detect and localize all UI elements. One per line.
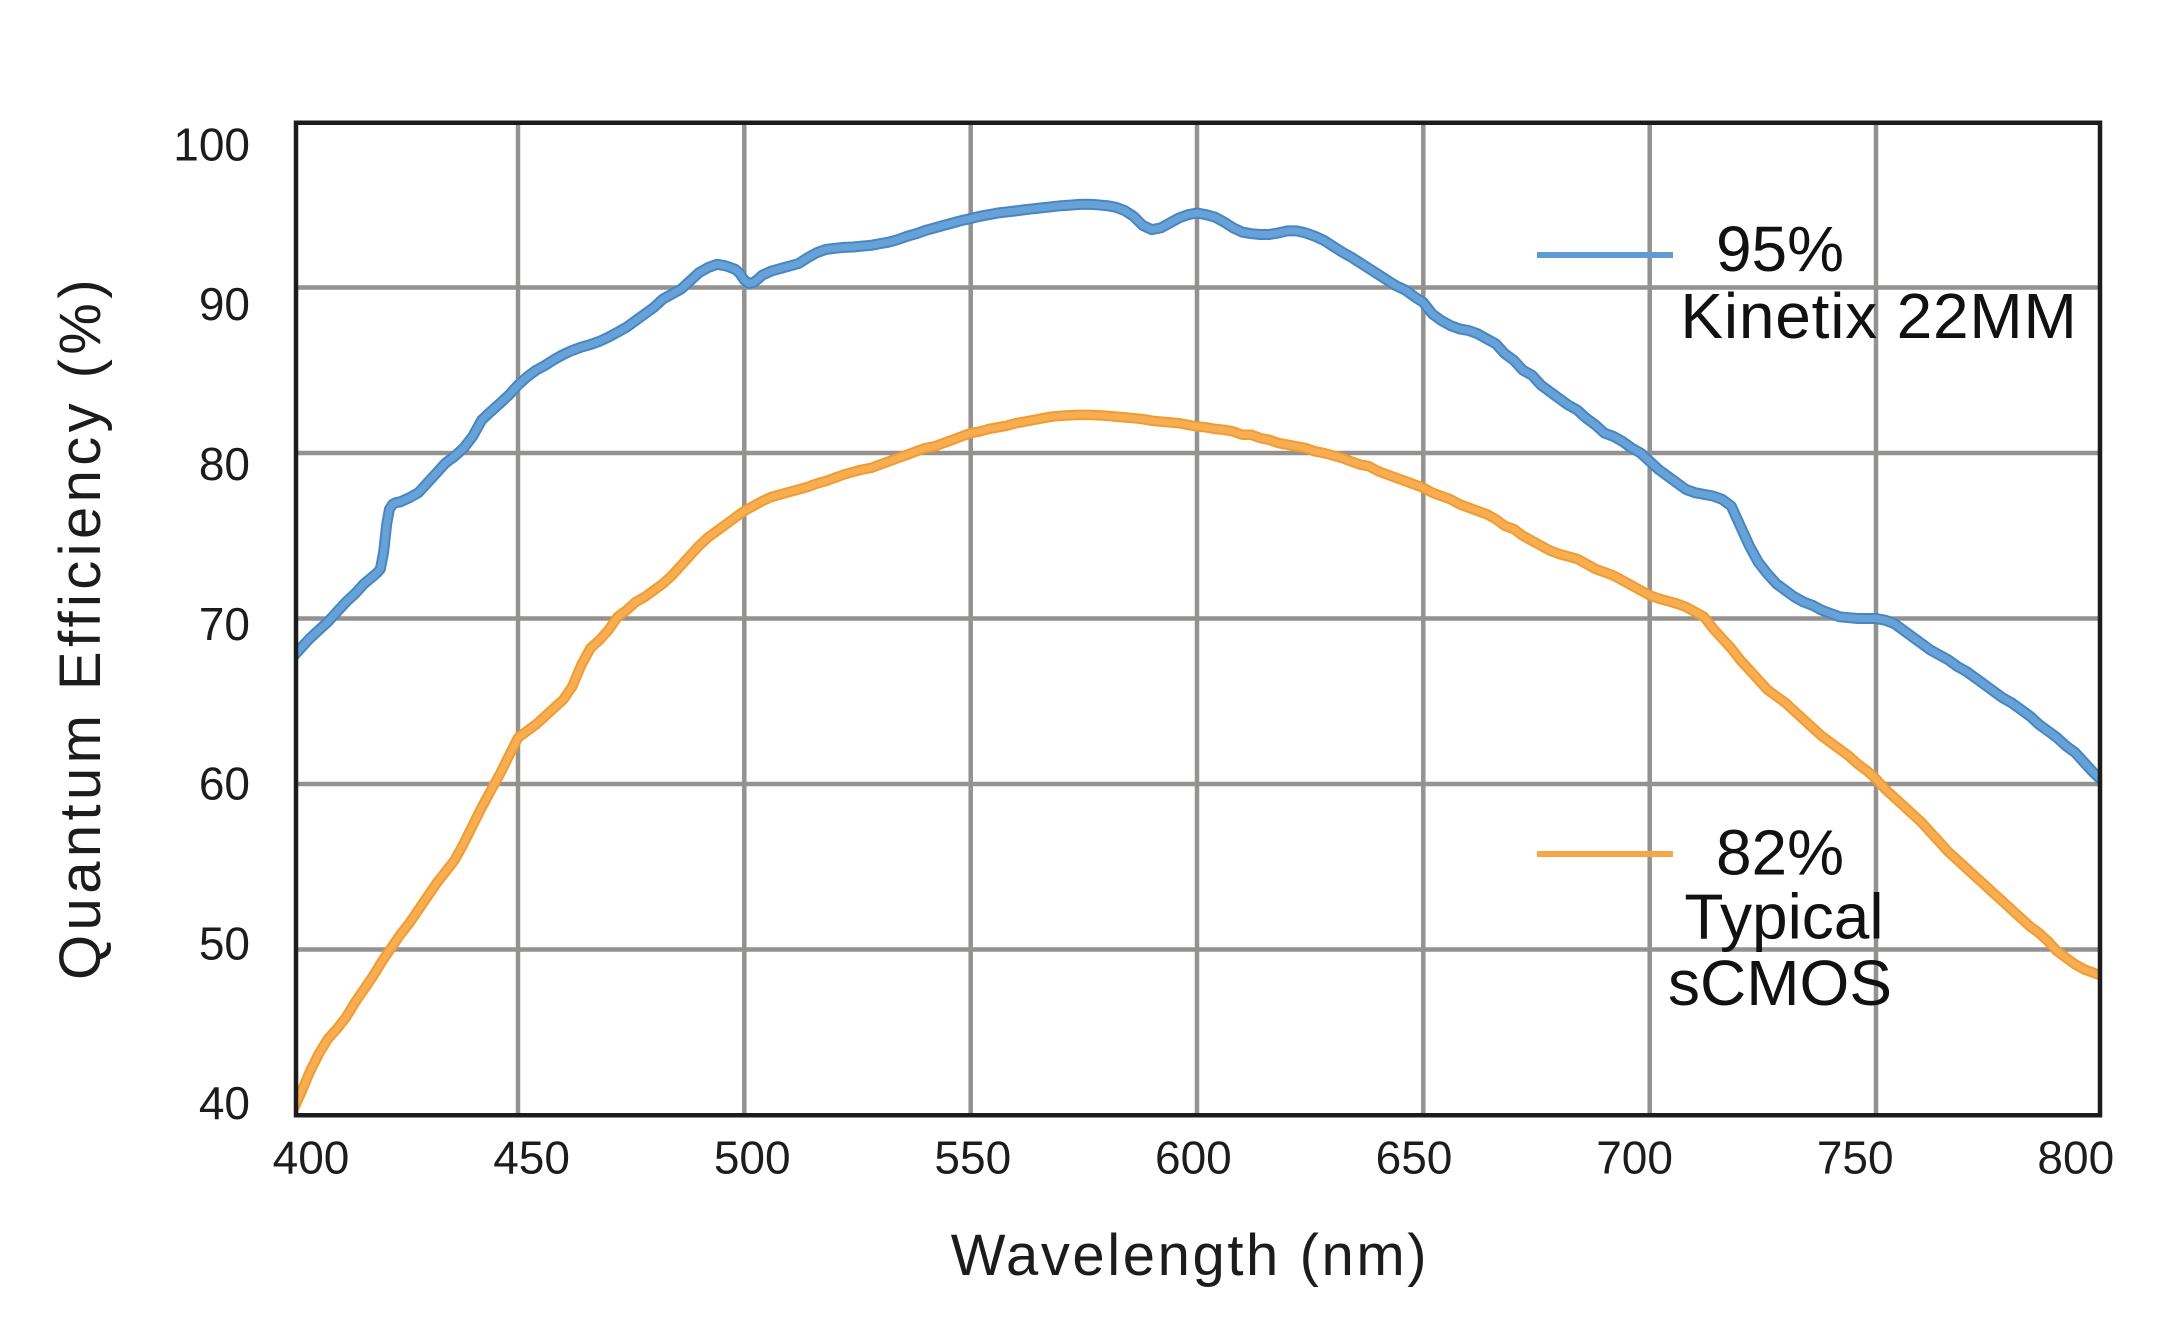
svg-text:Typical: Typical xyxy=(1684,881,1883,953)
svg-text:750: 750 xyxy=(1817,1132,1894,1184)
svg-text:70: 70 xyxy=(199,598,250,650)
svg-text:82%: 82% xyxy=(1716,817,1844,889)
svg-text:40: 40 xyxy=(199,1077,250,1129)
svg-text:90: 90 xyxy=(199,278,250,330)
svg-text:sCMOS: sCMOS xyxy=(1668,947,1892,1019)
svg-text:50: 50 xyxy=(199,917,250,969)
svg-text:550: 550 xyxy=(934,1132,1011,1184)
svg-text:450: 450 xyxy=(493,1132,570,1184)
svg-text:60: 60 xyxy=(199,758,250,810)
svg-text:Quantum Efficiency (%): Quantum Efficiency (%) xyxy=(48,275,113,980)
svg-text:95%: 95% xyxy=(1716,213,1844,285)
svg-text:Kinetix 22MM: Kinetix 22MM xyxy=(1680,280,2077,352)
svg-text:80: 80 xyxy=(199,438,250,490)
svg-text:700: 700 xyxy=(1596,1132,1673,1184)
svg-text:Wavelength (nm): Wavelength (nm) xyxy=(951,1223,1429,1288)
svg-text:500: 500 xyxy=(714,1132,791,1184)
svg-text:400: 400 xyxy=(273,1132,350,1184)
svg-text:600: 600 xyxy=(1155,1132,1232,1184)
svg-text:650: 650 xyxy=(1376,1132,1453,1184)
svg-text:800: 800 xyxy=(2037,1132,2114,1184)
svg-text:100: 100 xyxy=(173,118,250,170)
